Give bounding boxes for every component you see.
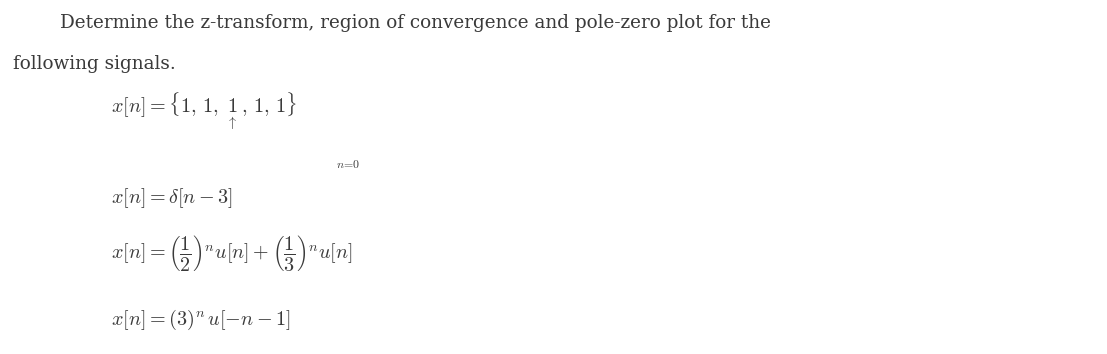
Text: $x[n] = \left(\dfrac{1}{2}\right)^{n} u[n] + \left(\dfrac{1}{3}\right)^{n} u[n]$: $x[n] = \left(\dfrac{1}{2}\right)^{n} u[… [111,233,352,273]
Text: $x[n] = \{1,\, 1,\; \underset{\uparrow}{1}\,,\, 1,\, 1\}$: $x[n] = \{1,\, 1,\; \underset{\uparrow}{… [111,91,297,132]
Text: $x[n] = \delta[n - 3]$: $x[n] = \delta[n - 3]$ [111,186,232,210]
Text: Determine the z-transform, region of convergence and pole-zero plot for the: Determine the z-transform, region of con… [13,14,772,32]
Text: $x[n] = (3)^{n}\, u[-n - 1]$: $x[n] = (3)^{n}\, u[-n - 1]$ [111,308,290,332]
Text: following signals.: following signals. [13,55,176,73]
Text: $n\!=\!0$: $n\!=\!0$ [337,158,361,171]
